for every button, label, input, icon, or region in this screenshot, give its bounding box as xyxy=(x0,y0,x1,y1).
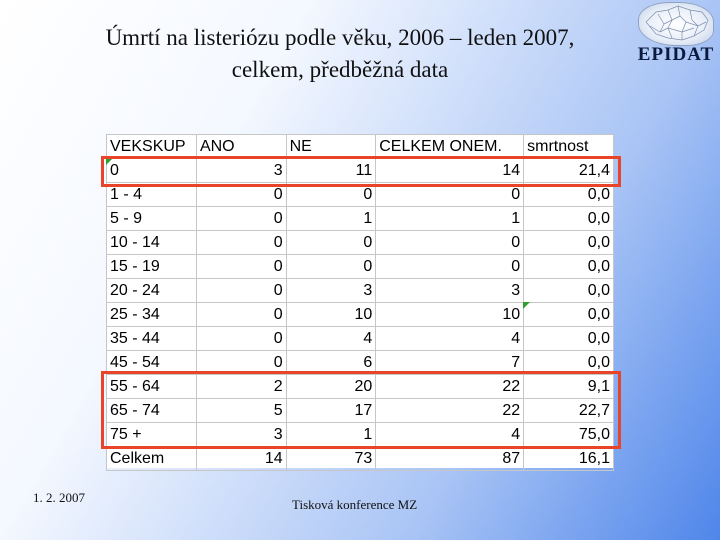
value-cell: 10 xyxy=(285,302,377,327)
value-cell: 1 xyxy=(285,422,377,447)
value-cell: 11 xyxy=(285,158,377,183)
czech-map-icon xyxy=(638,2,714,46)
table-row: 0 3 11 14 21,4 xyxy=(106,158,614,183)
value-cell: 4 xyxy=(285,326,377,351)
value-cell: 0,0 xyxy=(523,278,614,303)
value-cell: 0,0 xyxy=(523,302,614,327)
epidat-logo: EPIDAT xyxy=(632,0,720,66)
value-cell: 5 xyxy=(195,398,287,423)
table-row: 35 - 44 0 4 4 0,0 xyxy=(106,326,614,351)
table-row: 5 - 9 0 1 1 0,0 xyxy=(106,206,614,231)
cell-comment-marker xyxy=(106,158,113,165)
value-cell: 0 xyxy=(195,230,287,255)
value-cell: 1 xyxy=(285,206,377,231)
column-header: VEKSKUP xyxy=(106,134,197,159)
value-cell: 14 xyxy=(195,446,287,471)
column-header: NE xyxy=(285,134,377,159)
value-cell: 16,1 xyxy=(523,446,614,471)
value-cell: 0 xyxy=(195,302,287,327)
value-cell: 1 xyxy=(375,206,525,231)
value-cell: 0 xyxy=(195,326,287,351)
table-row: 65 - 74 5 17 22 22,7 xyxy=(106,398,614,423)
value-cell: 21,4 xyxy=(523,158,614,183)
table-header-row: VEKSKUP ANO NE CELKEM ONEM. smrtnost xyxy=(106,134,614,159)
table-row: 25 - 34 0 10 10 0,0 xyxy=(106,302,614,327)
value-cell: 0,0 xyxy=(523,230,614,255)
age-group-cell: 20 - 24 xyxy=(106,278,197,303)
value-cell: 4 xyxy=(375,422,525,447)
value-cell: 0 xyxy=(285,230,377,255)
title-line-1: Úmrtí na listeriózu podle věku, 2006 – l… xyxy=(105,25,575,50)
footer-center-text: Tisková konference MZ xyxy=(292,497,418,512)
age-group-cell: 35 - 44 xyxy=(106,326,197,351)
value-cell: 9,1 xyxy=(523,374,614,399)
value-cell: 0,0 xyxy=(523,206,614,231)
highlight-row-infants xyxy=(101,156,621,187)
table-row: 55 - 64 2 20 22 9,1 xyxy=(106,374,614,399)
value-cell: 0 xyxy=(375,230,525,255)
column-header: smrtnost xyxy=(523,134,614,159)
value-cell: 3 xyxy=(195,158,287,183)
column-header: CELKEM ONEM. xyxy=(375,134,525,159)
highlight-rows-elderly xyxy=(101,371,621,449)
age-group-cell: 75 + xyxy=(106,422,197,447)
age-group-cell: 65 - 74 xyxy=(106,398,197,423)
value-cell: 87 xyxy=(375,446,525,471)
age-group-cell: 0 xyxy=(106,158,197,183)
value-cell: 3 xyxy=(285,278,377,303)
value-cell: 22 xyxy=(375,374,525,399)
value-cell: 4 xyxy=(375,326,525,351)
value-cell: 0 xyxy=(375,254,525,279)
value-cell: 17 xyxy=(285,398,377,423)
slide-title: Úmrtí na listeriózu podle věku, 2006 – l… xyxy=(40,22,640,86)
age-group-cell: 15 - 19 xyxy=(106,254,197,279)
value-cell: 0 xyxy=(195,254,287,279)
value-cell: 73 xyxy=(285,446,377,471)
value-cell: 10 xyxy=(375,302,525,327)
column-header: ANO xyxy=(195,134,287,159)
table-row: 75 +3 1 4 75,0 xyxy=(106,422,614,447)
table-row: 20 - 24 0 3 3 0,0 xyxy=(106,278,614,303)
age-group-cell: 5 - 9 xyxy=(106,206,197,231)
value-cell: 0 xyxy=(195,278,287,303)
table-row: 15 - 19 0 0 0 0,0 xyxy=(106,254,614,279)
value-cell: 0,0 xyxy=(523,326,614,351)
cell-comment-marker xyxy=(523,302,530,309)
footer-date: 1. 2. 2007 xyxy=(33,490,85,505)
value-cell: 22,7 xyxy=(523,398,614,423)
age-group-cell: 10 - 14 xyxy=(106,230,197,255)
value-cell: 0 xyxy=(195,206,287,231)
age-group-cell: 25 - 34 xyxy=(106,302,197,327)
data-table-panel: VEKSKUP ANO NE CELKEM ONEM. smrtnost 0 3 11 14 21… xyxy=(106,134,614,471)
table-row: 10 - 14 0 0 0 0,0 xyxy=(106,230,614,255)
value-cell: 0,0 xyxy=(523,254,614,279)
age-group-cell: Celkem xyxy=(106,446,197,471)
table-row: Celkem 14 73 87 16,1 xyxy=(106,446,614,471)
title-line-2: celkem, předběžná data xyxy=(231,57,449,82)
value-cell: 0,0 xyxy=(523,350,614,375)
value-cell: 0 xyxy=(285,254,377,279)
value-cell: 0 xyxy=(195,350,287,375)
logo-text: EPIDAT xyxy=(637,44,715,65)
value-cell: 3 xyxy=(375,278,525,303)
age-group-cell: 55 - 64 xyxy=(106,374,197,399)
